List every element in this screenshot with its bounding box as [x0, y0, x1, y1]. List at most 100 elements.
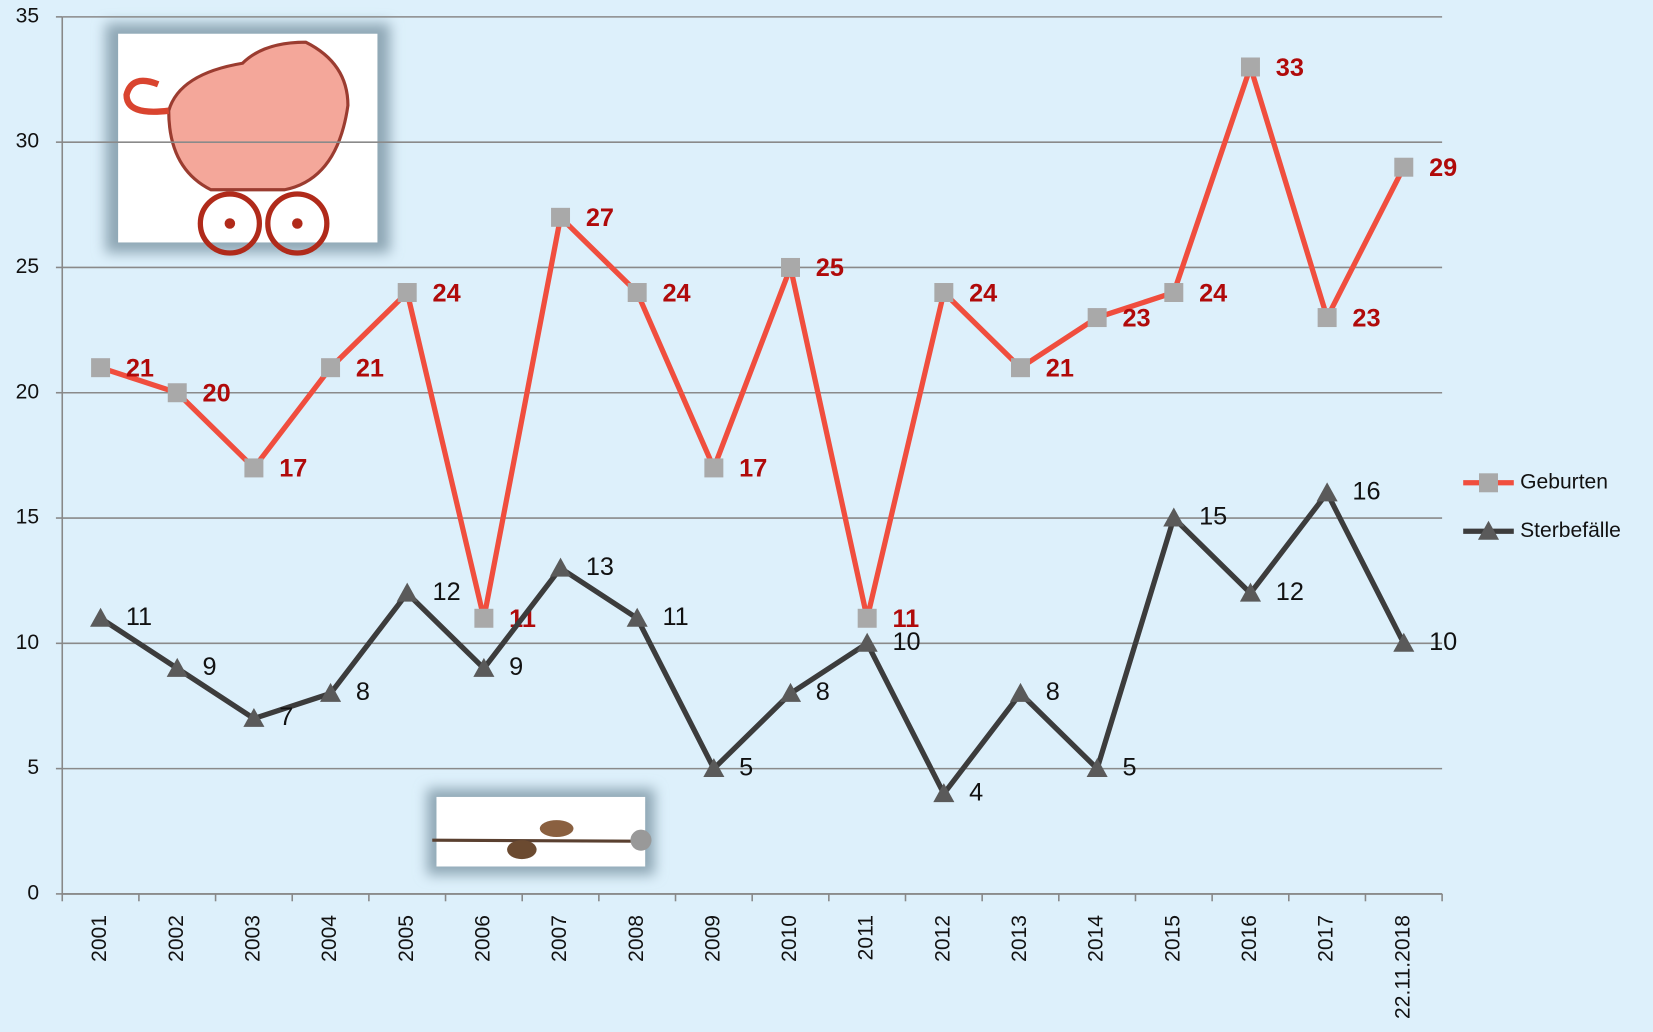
- data-label: 5: [739, 753, 753, 781]
- x-tick-label: 2015: [1161, 915, 1184, 962]
- data-label: 24: [969, 279, 997, 307]
- marker: [91, 358, 111, 378]
- data-label: 21: [1046, 354, 1074, 382]
- marker: [1163, 507, 1185, 527]
- data-label: 5: [1122, 753, 1136, 781]
- marker: [1087, 308, 1107, 328]
- marker: [1164, 283, 1184, 302]
- y-tick-label: 25: [16, 255, 39, 278]
- marker: [627, 283, 647, 302]
- x-tick-label: 2006: [471, 915, 494, 962]
- y-tick-label: 15: [16, 506, 39, 529]
- marker: [474, 608, 494, 628]
- marker: [1009, 682, 1032, 702]
- x-tick-label: 2003: [241, 915, 264, 962]
- data-label: 8: [1046, 678, 1060, 706]
- data-label: 8: [816, 678, 830, 706]
- data-label: 24: [662, 279, 690, 307]
- data-label: 15: [1199, 503, 1227, 531]
- data-label: 24: [433, 279, 461, 307]
- data-label: 11: [662, 603, 688, 631]
- marker: [551, 207, 571, 227]
- data-label: 10: [1429, 628, 1457, 656]
- marker: [397, 283, 417, 302]
- y-tick-label: 30: [16, 130, 39, 153]
- y-tick-label: 0: [27, 881, 39, 904]
- data-label: 33: [1276, 54, 1304, 82]
- marker: [243, 707, 265, 727]
- marker: [857, 608, 877, 628]
- x-tick-label: 2009: [701, 915, 724, 962]
- marker: [626, 607, 648, 627]
- y-tick-label: 35: [16, 4, 39, 27]
- x-tick-label: 2016: [1238, 915, 1261, 962]
- data-label: 17: [279, 455, 307, 483]
- data-label: 29: [1429, 154, 1457, 182]
- data-label: 24: [1199, 279, 1227, 307]
- data-label: 13: [586, 553, 614, 581]
- marker: [1394, 157, 1414, 177]
- x-tick-label: 2005: [395, 915, 418, 962]
- legend-label: Geburten: [1520, 470, 1608, 493]
- data-label: 23: [1122, 304, 1150, 332]
- marker: [781, 257, 801, 277]
- y-tick-label: 10: [16, 631, 39, 654]
- data-label: 12: [1276, 578, 1304, 606]
- flower-picture: [426, 788, 655, 875]
- data-label: 12: [433, 578, 461, 606]
- data-label: 4: [969, 778, 983, 806]
- y-tick-label: 20: [16, 380, 39, 403]
- x-tick-label: 2002: [165, 915, 188, 962]
- marker: [1316, 482, 1338, 502]
- data-label: 27: [586, 204, 614, 232]
- marker: [1317, 308, 1337, 328]
- series-line: [99, 490, 1407, 797]
- marker: [1240, 57, 1260, 77]
- marker: [934, 283, 954, 302]
- marker: [1086, 758, 1108, 778]
- x-tick-label: 2014: [1085, 915, 1108, 962]
- x-tick-label: 2008: [625, 915, 648, 962]
- x-tick-label: 22.11.2018: [1391, 915, 1414, 1019]
- x-tick-label: 2004: [318, 915, 341, 962]
- data-label: 11: [126, 603, 152, 631]
- x-tick-label: 2011: [855, 915, 878, 960]
- stroller-picture: [105, 23, 391, 256]
- marker: [1477, 520, 1500, 540]
- data-label: 9: [203, 653, 217, 681]
- marker: [1393, 632, 1415, 652]
- legend-label: Sterbefälle: [1520, 519, 1621, 542]
- marker: [704, 458, 724, 478]
- marker: [320, 682, 342, 702]
- x-tick-label: 2010: [778, 915, 801, 962]
- marker: [321, 358, 341, 378]
- marker: [779, 682, 802, 702]
- marker: [244, 458, 264, 478]
- data-label: 17: [739, 455, 767, 483]
- series-line: [99, 64, 1407, 621]
- marker: [856, 632, 878, 652]
- data-label: 20: [203, 380, 231, 408]
- marker: [549, 557, 572, 577]
- marker: [1011, 358, 1030, 378]
- marker: [703, 758, 725, 778]
- marker: [396, 582, 418, 602]
- marker: [1239, 582, 1262, 602]
- data-label: 16: [1352, 478, 1380, 506]
- data-label: 25: [816, 254, 844, 282]
- x-tick-label: 2001: [88, 915, 111, 962]
- marker: [473, 657, 495, 677]
- x-tick-label: 2012: [931, 915, 954, 962]
- data-label: 21: [356, 354, 384, 382]
- marker: [933, 783, 955, 803]
- y-tick-label: 5: [27, 756, 39, 779]
- marker: [1479, 473, 1498, 493]
- marker: [167, 383, 187, 403]
- marker: [166, 657, 188, 677]
- data-label: 11: [892, 605, 919, 633]
- x-tick-label: 2007: [548, 915, 571, 962]
- data-label: 23: [1352, 304, 1380, 332]
- data-label: 21: [126, 354, 154, 382]
